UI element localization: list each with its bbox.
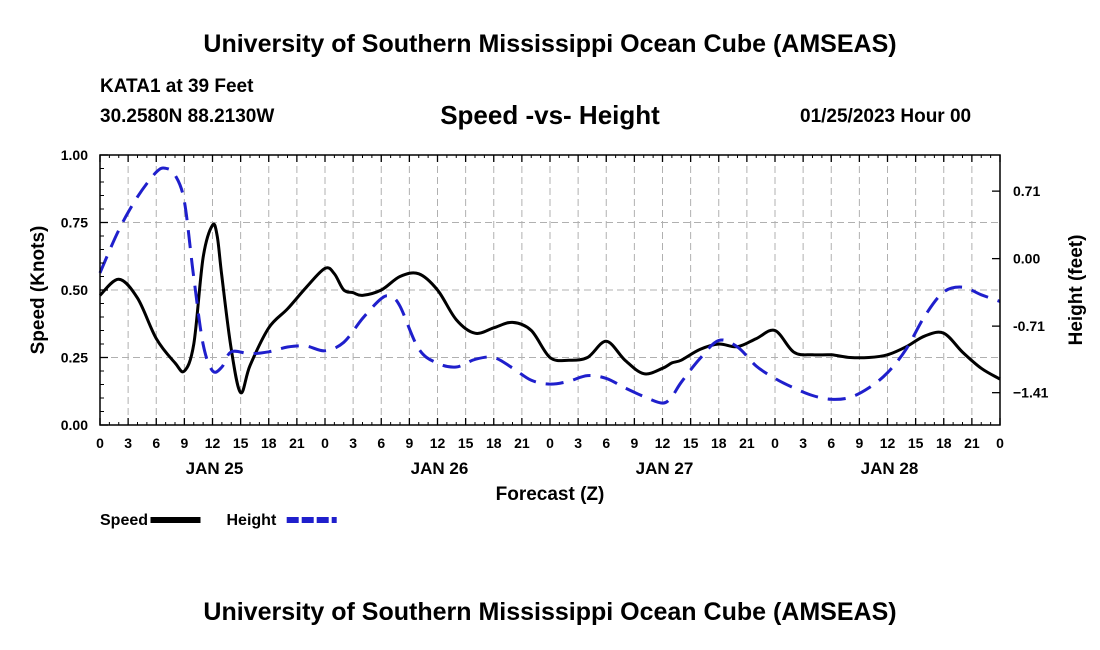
day-label: JAN 26 [411,459,469,478]
x-tick-label: 9 [630,435,638,451]
x-axis-title: Forecast (Z) [496,484,605,505]
x-tick-label: 3 [799,435,807,451]
axis-layer [99,154,1001,426]
x-tick-label: 21 [289,435,305,451]
y-axis-title: Speed (Knots) [28,226,49,355]
day-label: JAN 25 [186,459,244,478]
series-layer [98,166,1001,405]
y2-tick-label: 0.00 [1013,251,1040,267]
x-tick-label: 21 [514,435,530,451]
y-tick-label: 0.50 [61,282,88,298]
y2-tick-label: −1.41 [1013,385,1049,401]
x-tick-label: 9 [180,435,188,451]
series-line-speed [98,222,1001,395]
x-tick-label: 15 [458,435,474,451]
x-tick-label: 6 [377,435,385,451]
x-tick-label: 18 [711,435,727,451]
x-tick-label: 9 [405,435,413,451]
y-tick-label: 0.25 [61,350,88,366]
station-coords: 30.2580N 88.2130W [100,106,275,127]
x-tick-label: 15 [683,435,699,451]
footer-title: University of Southern Mississippi Ocean… [203,598,897,626]
legend-label-height: Height [227,512,277,529]
x-tick-label: 3 [349,435,357,451]
y-tick-label: 0.00 [61,417,88,433]
x-tick-label: 3 [574,435,582,451]
day-label: JAN 28 [861,459,919,478]
x-tick-label: 9 [855,435,863,451]
x-tick-label: 12 [205,435,221,451]
x-tick-label: 0 [321,435,329,451]
y-tick-label: 0.75 [61,215,88,231]
forecast-datetime: 01/25/2023 Hour 00 [800,106,972,127]
x-tick-label: 21 [964,435,980,451]
x-tick-label: 18 [486,435,502,451]
x-tick-label: 15 [233,435,249,451]
x-tick-label: 6 [152,435,160,451]
station-label: KATA1 at 39 Feet [100,76,254,97]
y2-axis-title: Height (feet) [1066,235,1087,346]
y2-tick-label: 0.71 [1013,183,1040,199]
main-title: University of Southern Mississippi Ocean… [203,30,897,58]
x-tick-label: 21 [739,435,755,451]
x-tick-label: 18 [261,435,277,451]
x-tick-label: 15 [908,435,924,451]
x-tick-label: 3 [124,435,132,451]
chart-title: Speed -vs- Height [440,100,660,130]
x-tick-label: 6 [602,435,610,451]
legend-label-speed: Speed [100,512,148,529]
y2-tick-label: -0.71 [1013,318,1045,334]
x-tick-label: 12 [880,435,896,451]
series-line-height [98,166,1001,405]
label-layer: 0 3 6 9 12 15 18 21 0 3 6 9 12 15 18 21 0 3 6 9 12 15 18 21 0 3 6 9… [28,147,1087,505]
x-tick-label: 18 [936,435,952,451]
x-tick-label: 12 [430,435,446,451]
x-tick-label: 0 [96,435,104,451]
x-tick-label: 0 [996,435,1004,451]
day-label: JAN 27 [636,459,694,478]
x-tick-label: 6 [827,435,835,451]
grid-layer [100,155,1000,425]
x-tick-label: 12 [655,435,671,451]
y-tick-label: 1.00 [61,147,88,163]
legend: Speed Height [100,512,337,529]
x-tick-label: 0 [771,435,779,451]
x-tick-label: 0 [546,435,554,451]
